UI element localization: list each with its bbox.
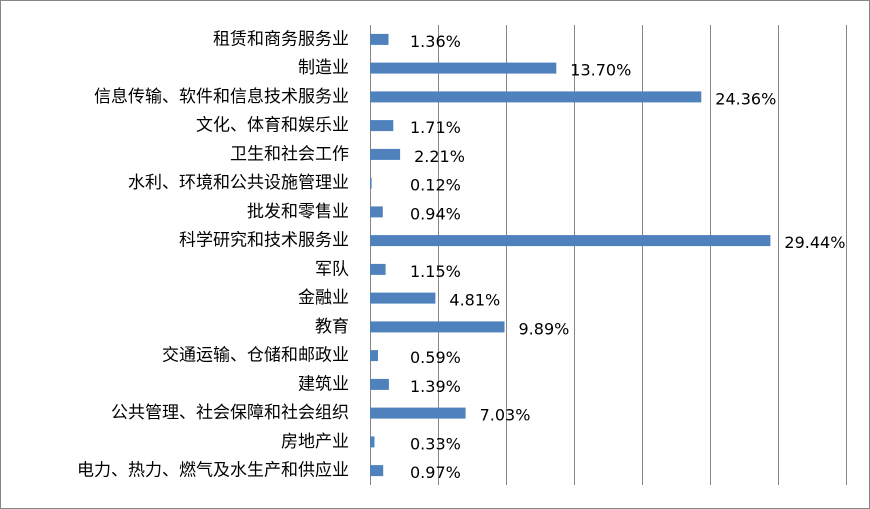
category-label: 科学研究和技术服务业	[179, 231, 349, 251]
bar	[370, 235, 771, 247]
bar	[370, 350, 378, 362]
category-label: 制造业	[298, 58, 349, 78]
bar	[370, 378, 389, 390]
category-label: 建筑业	[298, 374, 349, 394]
value-label: 1.39%	[410, 377, 461, 396]
value-label: 0.59%	[410, 348, 461, 367]
category-label: 公共管理、社会保障和社会组织	[111, 403, 349, 423]
category-label: 租赁和商务服务业	[213, 29, 349, 49]
value-label: 0.97%	[410, 463, 461, 482]
value-label: 0.94%	[410, 204, 461, 223]
bar	[370, 177, 372, 189]
bar	[370, 292, 436, 304]
value-label: 29.44%	[784, 233, 845, 252]
bar	[370, 62, 557, 74]
category-label: 信息传输、软件和信息技术服务业	[94, 87, 349, 107]
bar	[370, 91, 702, 103]
bar	[370, 321, 505, 333]
category-label: 文化、体育和娱乐业	[196, 116, 349, 136]
bar	[370, 465, 384, 477]
category-label: 房地产业	[281, 432, 349, 452]
bar	[370, 148, 401, 160]
value-label: 0.12%	[410, 176, 461, 195]
category-label: 水利、环境和公共设施管理业	[128, 173, 349, 193]
bar	[370, 120, 394, 132]
category-label: 电力、热力、燃气及水生产和供应业	[77, 461, 349, 481]
bar	[370, 407, 466, 419]
value-label: 1.71%	[410, 118, 461, 137]
value-label: 2.21%	[414, 147, 465, 166]
bar	[370, 206, 383, 218]
bars	[370, 33, 771, 477]
bar	[370, 33, 389, 45]
value-label: 24.36%	[715, 89, 776, 108]
value-label: 7.03%	[480, 406, 531, 425]
category-label: 卫生和社会工作	[230, 144, 349, 164]
value-labels: 1.36% 13.70% 24.36% 1.71% 2.21% 0.12% 0.94% 29.…	[410, 32, 845, 482]
category-labels: 租赁和商务服务业制造业信息传输、软件和信息技术服务业文化、体育和娱乐业卫生和社会…	[77, 29, 349, 480]
value-label: 0.33%	[410, 434, 461, 453]
value-label: 1.15%	[410, 262, 461, 281]
category-label: 军队	[315, 259, 349, 279]
value-label: 9.89%	[519, 319, 570, 338]
value-label: 1.36%	[410, 32, 461, 51]
category-label: 金融业	[298, 288, 349, 308]
category-label: 交通运输、仓储和邮政业	[162, 346, 349, 366]
value-label: 4.81%	[449, 291, 500, 310]
bar	[370, 263, 386, 275]
value-label: 13.70%	[570, 61, 631, 80]
category-label: 教育	[315, 317, 349, 337]
category-label: 批发和零售业	[247, 202, 349, 222]
bar	[370, 436, 375, 448]
